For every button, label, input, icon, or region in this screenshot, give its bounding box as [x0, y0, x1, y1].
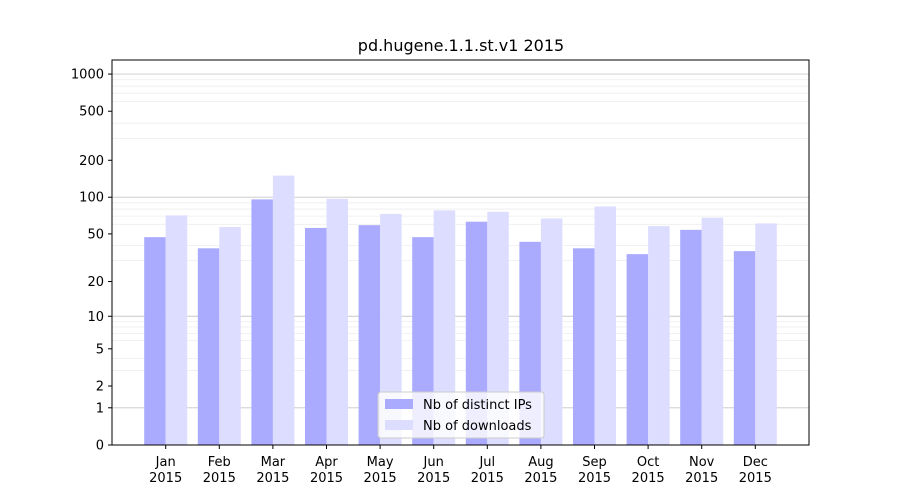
x-tick-label: Jan 2015 [149, 455, 182, 486]
bar-downloads [701, 217, 724, 445]
y-tick-label: 10 [87, 310, 104, 325]
y-tick-label: 100 [79, 191, 104, 206]
legend-label: Nb of distinct IPs [423, 398, 532, 413]
bar-ips [144, 237, 166, 445]
x-tick-label: Mar 2015 [256, 455, 289, 486]
bar-downloads [594, 206, 616, 445]
bar-downloads [380, 213, 402, 445]
bar-ips [251, 199, 273, 445]
y-tick-label: 0 [96, 439, 104, 454]
x-tick-label: Nov 2015 [685, 455, 718, 486]
bar-downloads [219, 226, 241, 445]
bar-ips [680, 229, 702, 445]
bar-ips [573, 248, 595, 445]
x-tick-label: Feb 2015 [203, 455, 236, 486]
legend-swatch [385, 399, 413, 409]
bar-ips [733, 251, 756, 445]
bar-ips [465, 221, 488, 445]
legend-label: Nb of downloads [423, 419, 532, 434]
x-tick-label: Jun 2015 [417, 455, 450, 486]
y-tick-label: 50 [87, 227, 104, 242]
bar-ips [626, 254, 649, 445]
bar-downloads [648, 226, 670, 445]
x-tick-label: Jul 2015 [471, 455, 504, 486]
x-tick-label: May 2015 [364, 455, 397, 486]
bar-ips [358, 225, 381, 445]
x-tick-label: Aug 2015 [524, 455, 557, 486]
plot-frame [111, 59, 810, 446]
legend: Nb of distinct IPs Nb of downloads [377, 391, 545, 439]
y-tick-label: 200 [79, 154, 104, 169]
x-axis: Jan 2015 Feb 2015 Mar 2015 Apr 2015 May 2015 Jun 20… [149, 445, 772, 486]
x-tick-label: Apr 2015 [310, 455, 343, 486]
y-tick-label: 500 [79, 105, 104, 120]
bar-downloads [272, 175, 295, 446]
x-tick-label: Sep 2015 [578, 455, 611, 486]
y-tick-label: 1000 [71, 68, 104, 83]
bar-downloads [326, 198, 348, 445]
y-tick-label: 5 [96, 342, 104, 357]
chart-title: pd.hugene.1.1.st.v1 2015 [358, 36, 564, 55]
bar-downloads [165, 215, 188, 445]
x-tick-label: Dec 2015 [739, 455, 772, 486]
x-tick-label: Oct 2015 [632, 455, 665, 486]
y-tick-label: 20 [87, 275, 104, 290]
bar-ips [305, 227, 327, 445]
bar-downloads [487, 211, 509, 445]
bars [144, 175, 777, 446]
legend-swatch [385, 420, 413, 430]
legend-box [377, 391, 545, 439]
y-axis: 0 1 2 5 10 20 50 100 200 500 1000 [71, 68, 112, 454]
bar-downloads [433, 210, 456, 445]
bar-downloads [540, 218, 563, 445]
bar-downloads [755, 223, 777, 445]
bar-ips [197, 248, 220, 445]
y-tick-label: 2 [96, 380, 104, 395]
y-tick-label: 1 [96, 401, 104, 416]
